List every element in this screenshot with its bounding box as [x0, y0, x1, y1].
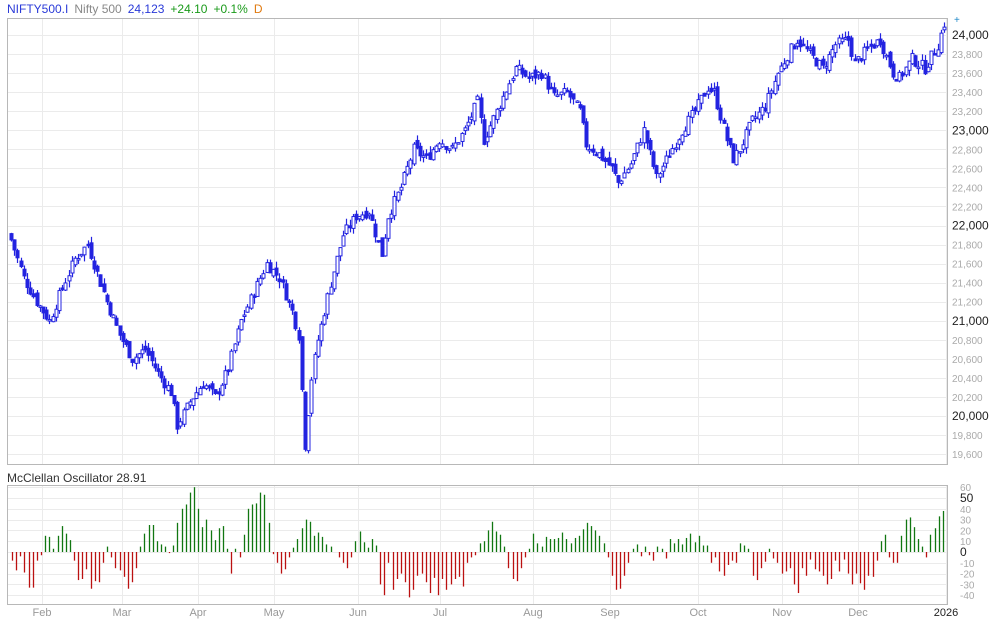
svg-text:21,400: 21,400 — [952, 279, 983, 290]
svg-text:Sep: Sep — [600, 607, 620, 619]
symbol-label[interactable]: NIFTY500.I — [7, 2, 69, 16]
svg-text:21,600: 21,600 — [952, 260, 983, 271]
svg-text:19,800: 19,800 — [952, 431, 983, 442]
svg-text:22,000: 22,000 — [952, 219, 989, 233]
svg-text:20,000: 20,000 — [952, 409, 989, 423]
oscillator-bars — [11, 487, 945, 598]
oscillator-title: McClellan Oscillator 28.91 — [7, 471, 147, 485]
price-y-axis: 19,600 19,800 20,000 20,200 20,400 20,600 20,8… — [952, 28, 989, 461]
svg-text:22,400: 22,400 — [952, 183, 983, 194]
svg-text:30: 30 — [960, 516, 972, 527]
svg-text:Apr: Apr — [189, 607, 206, 619]
svg-text:20,400: 20,400 — [952, 374, 983, 385]
svg-text:Mar: Mar — [113, 607, 132, 619]
svg-text:-20: -20 — [960, 570, 975, 581]
svg-text:60: 60 — [960, 483, 972, 494]
svg-text:Nov: Nov — [772, 607, 792, 619]
chart-header: NIFTY500.I Nifty 500 24,123 +24.10 +0.1% D — [7, 2, 269, 16]
svg-text:22,800: 22,800 — [952, 145, 983, 156]
svg-text:Oct: Oct — [689, 607, 706, 619]
svg-text:-10: -10 — [960, 559, 975, 570]
svg-text:23,600: 23,600 — [952, 69, 983, 80]
svg-text:Jul: Jul — [433, 607, 447, 619]
gridlines — [8, 19, 947, 604]
svg-text:19,600: 19,600 — [952, 450, 983, 461]
last-price: 24,123 — [127, 2, 165, 16]
svg-text:Dec: Dec — [848, 607, 868, 619]
svg-text:20,800: 20,800 — [952, 336, 983, 347]
svg-text:23,400: 23,400 — [952, 88, 983, 99]
svg-text:24,000: 24,000 — [952, 28, 989, 42]
svg-text:-30: -30 — [960, 580, 975, 591]
svg-text:20: 20 — [960, 526, 972, 537]
price-candles — [9, 22, 947, 454]
svg-text:23,800: 23,800 — [952, 50, 983, 61]
period-selector[interactable]: D — [253, 2, 263, 16]
svg-text:23,000: 23,000 — [952, 123, 989, 137]
price-change: +24.10 — [170, 2, 208, 16]
svg-text:Jun: Jun — [349, 607, 367, 619]
svg-text:23,200: 23,200 — [952, 107, 983, 118]
svg-text:2026: 2026 — [934, 607, 958, 619]
price-change-percent: +0.1% — [213, 2, 248, 16]
svg-text:Feb: Feb — [33, 607, 52, 619]
svg-text:-40: -40 — [960, 591, 975, 602]
svg-text:22,600: 22,600 — [952, 164, 983, 175]
svg-text:May: May — [264, 607, 285, 619]
price-panel-frame — [7, 18, 948, 465]
svg-text:40: 40 — [960, 505, 972, 516]
time-x-axis: Feb Mar Apr May Jun Jul Aug Sep Oct Nov Dec 2026 — [33, 607, 959, 619]
svg-text:20,600: 20,600 — [952, 355, 983, 366]
svg-text:21,800: 21,800 — [952, 241, 983, 252]
svg-text:Aug: Aug — [523, 607, 543, 619]
last-price-marker-icon: + — [954, 15, 960, 26]
svg-text:20,200: 20,200 — [952, 393, 983, 404]
svg-text:50: 50 — [960, 491, 974, 505]
oscillator-panel-frame — [7, 485, 948, 605]
svg-text:21,000: 21,000 — [952, 314, 989, 328]
instrument-name: Nifty 500 — [74, 2, 122, 16]
svg-text:10: 10 — [960, 537, 972, 548]
svg-text:22,200: 22,200 — [952, 202, 983, 213]
svg-text:0: 0 — [960, 545, 967, 559]
svg-text:21,200: 21,200 — [952, 298, 983, 309]
